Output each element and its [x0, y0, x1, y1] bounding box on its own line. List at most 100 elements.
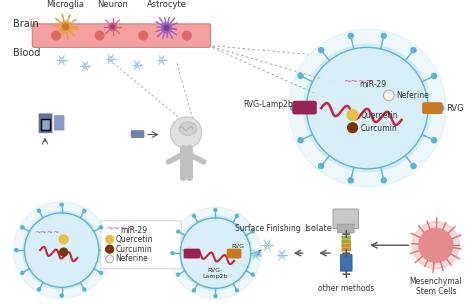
Circle shape — [162, 23, 172, 33]
Circle shape — [60, 294, 63, 297]
Circle shape — [60, 203, 63, 206]
Text: miR-29: miR-29 — [120, 226, 147, 235]
Circle shape — [257, 252, 260, 254]
Circle shape — [192, 289, 195, 292]
Circle shape — [177, 273, 180, 276]
FancyBboxPatch shape — [38, 113, 53, 133]
Circle shape — [171, 252, 174, 254]
Circle shape — [313, 54, 422, 163]
Text: Quercetin: Quercetin — [360, 112, 398, 120]
Circle shape — [60, 22, 71, 32]
FancyBboxPatch shape — [341, 240, 351, 244]
Circle shape — [431, 73, 437, 78]
FancyBboxPatch shape — [54, 115, 64, 121]
FancyBboxPatch shape — [333, 209, 358, 229]
Text: Blood: Blood — [13, 48, 40, 58]
FancyBboxPatch shape — [292, 101, 317, 115]
Circle shape — [52, 31, 60, 40]
Circle shape — [383, 90, 394, 101]
Circle shape — [298, 73, 303, 78]
Text: ~~~~: ~~~~ — [106, 223, 134, 233]
Text: Quercetin: Quercetin — [116, 235, 153, 244]
Circle shape — [291, 105, 296, 111]
FancyBboxPatch shape — [341, 247, 351, 251]
Circle shape — [347, 109, 358, 120]
Circle shape — [236, 214, 238, 217]
FancyBboxPatch shape — [32, 24, 210, 47]
Circle shape — [348, 123, 357, 133]
Circle shape — [95, 31, 104, 40]
Circle shape — [59, 235, 68, 244]
Circle shape — [106, 235, 114, 243]
Circle shape — [139, 31, 147, 40]
Text: Surface Finishing: Surface Finishing — [235, 223, 300, 233]
Circle shape — [348, 33, 353, 38]
Circle shape — [37, 288, 40, 291]
Circle shape — [21, 271, 24, 275]
Circle shape — [251, 230, 254, 233]
FancyBboxPatch shape — [341, 236, 351, 240]
Text: miR-29: miR-29 — [359, 80, 387, 89]
Circle shape — [170, 117, 202, 148]
Circle shape — [412, 222, 459, 269]
Circle shape — [192, 214, 195, 217]
Text: other methods: other methods — [318, 285, 374, 293]
Text: +: + — [340, 247, 351, 260]
FancyBboxPatch shape — [183, 249, 201, 258]
Circle shape — [106, 245, 114, 253]
Text: Astrocyte: Astrocyte — [146, 0, 186, 9]
FancyBboxPatch shape — [341, 244, 351, 247]
Circle shape — [83, 209, 86, 212]
Circle shape — [13, 202, 110, 299]
FancyBboxPatch shape — [340, 254, 352, 271]
FancyBboxPatch shape — [54, 120, 64, 126]
Text: Neferine: Neferine — [397, 91, 429, 100]
Circle shape — [28, 217, 95, 284]
Circle shape — [411, 48, 416, 53]
Circle shape — [164, 25, 169, 30]
Text: Isolate: Isolate — [304, 223, 332, 233]
Text: Mesenchymal
Stem Cells: Mesenchymal Stem Cells — [410, 277, 462, 296]
Text: RVG: RVG — [231, 244, 245, 249]
Circle shape — [319, 48, 324, 53]
Circle shape — [214, 295, 217, 298]
Circle shape — [381, 178, 386, 183]
Circle shape — [100, 226, 102, 229]
Circle shape — [298, 138, 303, 143]
Circle shape — [319, 164, 324, 169]
Circle shape — [288, 29, 446, 187]
Text: Microglia: Microglia — [46, 0, 84, 9]
Circle shape — [170, 207, 261, 299]
Text: ~~~~: ~~~~ — [34, 228, 60, 237]
FancyBboxPatch shape — [101, 221, 181, 269]
Circle shape — [348, 178, 353, 183]
Text: +: + — [340, 268, 351, 281]
Circle shape — [178, 216, 253, 290]
Text: Neuron: Neuron — [97, 0, 128, 9]
Circle shape — [177, 230, 180, 233]
Circle shape — [214, 209, 217, 212]
FancyBboxPatch shape — [41, 119, 50, 130]
FancyBboxPatch shape — [337, 224, 354, 233]
Circle shape — [63, 24, 69, 30]
Circle shape — [251, 273, 254, 276]
Circle shape — [37, 209, 40, 212]
Circle shape — [381, 33, 386, 38]
Circle shape — [431, 138, 437, 143]
Circle shape — [439, 105, 444, 111]
Text: RVG-
Lamp2b: RVG- Lamp2b — [203, 268, 228, 278]
Circle shape — [21, 226, 24, 229]
Circle shape — [303, 44, 431, 172]
FancyBboxPatch shape — [227, 249, 241, 258]
FancyBboxPatch shape — [422, 102, 443, 114]
Circle shape — [109, 23, 116, 31]
Text: RVG: RVG — [446, 104, 463, 112]
Circle shape — [15, 249, 18, 252]
Circle shape — [418, 228, 454, 263]
Circle shape — [83, 288, 86, 291]
Text: RVG-Lamp2b: RVG-Lamp2b — [243, 100, 293, 109]
Circle shape — [184, 221, 247, 285]
Text: Neferine: Neferine — [116, 254, 148, 264]
FancyBboxPatch shape — [54, 125, 64, 130]
Circle shape — [23, 211, 101, 289]
